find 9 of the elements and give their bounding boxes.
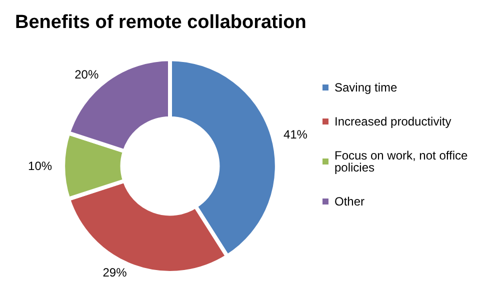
data-label: 29% [102,265,128,280]
legend-label: Saving time [334,80,398,94]
legend-label: Focus on work, not office policies [334,148,472,174]
chart-title: Benefits of remote collaboration [15,12,306,33]
legend-label: Increased productivity [334,114,452,128]
data-label: 10% [28,159,52,173]
data-label: 41% [283,127,308,142]
data-label: 20% [74,68,99,82]
legend-label: Other [334,194,365,208]
